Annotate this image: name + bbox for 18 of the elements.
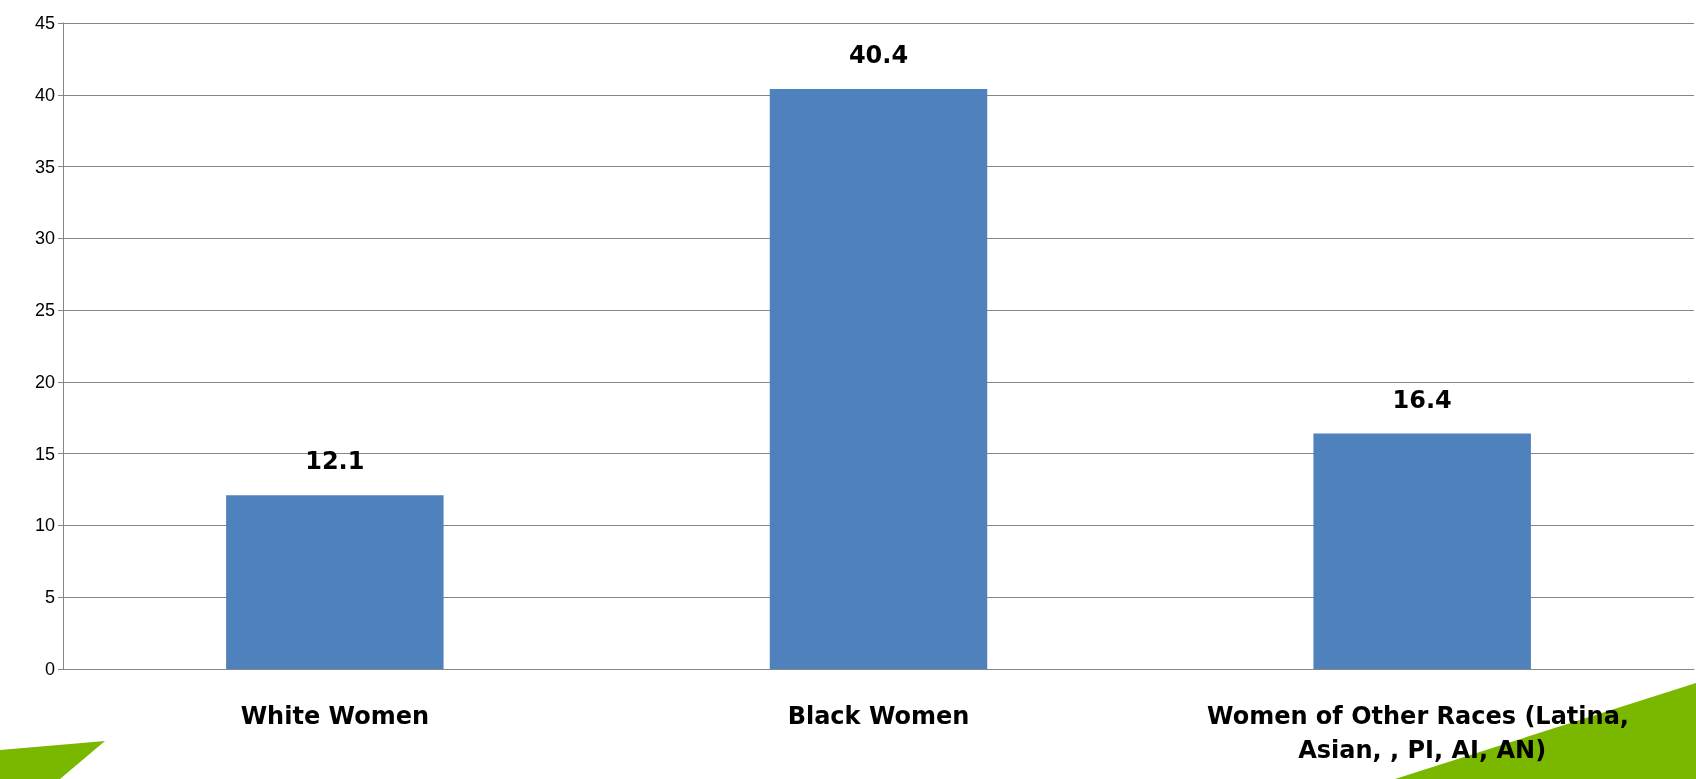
y-tick-label: 10 (34, 515, 55, 536)
y-tick-label: 25 (34, 300, 55, 321)
y-tick-label: 20 (34, 371, 55, 392)
x-tick-label: Black Women (787, 702, 970, 730)
x-tick-label: White Women (240, 702, 430, 730)
data-label: 12.1 (305, 447, 365, 476)
y-tick-label: 30 (34, 228, 55, 249)
y-tick-label: 15 (34, 443, 55, 464)
bar (769, 89, 988, 669)
y-tick-label: 35 (34, 156, 55, 177)
data-label: 40.4 (848, 41, 909, 70)
y-tick-label: 40 (34, 84, 55, 105)
y-tick-label: 45 (34, 13, 55, 33)
bar (226, 495, 444, 669)
y-tick-label: 5 (44, 587, 55, 608)
data-label: 16.4 (1392, 385, 1452, 414)
y-tick-label: 0 (44, 659, 55, 679)
bar (1313, 433, 1531, 669)
